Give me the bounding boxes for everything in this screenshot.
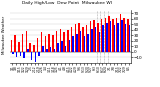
Bar (56, 31, 57, 52)
Bar (99, 32, 100, 52)
Bar (116, 18, 117, 52)
Bar (101, 19, 102, 52)
Bar (18, 42, 20, 52)
Bar (93, 20, 95, 52)
Bar (71, 27, 72, 52)
Bar (80, 31, 81, 52)
Bar (110, 21, 111, 52)
Text: Daily High/Low  Dew Point  Milwaukee WI: Daily High/Low Dew Point Milwaukee WI (22, 1, 112, 5)
Bar (129, 25, 130, 52)
Text: Milwaukee Weather: Milwaukee Weather (2, 16, 6, 54)
Bar (78, 23, 80, 52)
Bar (112, 19, 114, 52)
Bar (102, 25, 104, 52)
Bar (123, 18, 125, 52)
Bar (121, 20, 123, 52)
Bar (53, 49, 55, 52)
Bar (117, 23, 119, 52)
Bar (104, 18, 106, 52)
Bar (26, 31, 27, 52)
Bar (57, 43, 59, 52)
Bar (106, 23, 108, 52)
Bar (46, 49, 48, 52)
Bar (84, 36, 85, 52)
Bar (125, 24, 126, 52)
Bar (65, 46, 66, 52)
Bar (12, 52, 14, 54)
Bar (63, 32, 65, 52)
Bar (90, 21, 91, 52)
Bar (16, 52, 17, 57)
Bar (37, 38, 39, 52)
Bar (97, 23, 99, 52)
Bar (24, 52, 25, 58)
Bar (48, 34, 50, 52)
Bar (86, 25, 87, 52)
Bar (82, 27, 84, 52)
Bar (44, 36, 46, 52)
Bar (87, 34, 89, 52)
Bar (29, 43, 31, 52)
Bar (14, 35, 16, 52)
Bar (61, 41, 63, 52)
Bar (68, 40, 70, 52)
Bar (39, 52, 40, 56)
Bar (22, 34, 24, 52)
Bar (120, 14, 121, 52)
Bar (27, 49, 29, 52)
Bar (20, 52, 21, 56)
Bar (127, 19, 129, 52)
Bar (76, 34, 78, 52)
Bar (75, 24, 76, 52)
Bar (108, 16, 110, 52)
Bar (67, 30, 68, 52)
Bar (41, 32, 42, 52)
Bar (33, 45, 35, 52)
Bar (114, 25, 115, 52)
Bar (52, 35, 53, 52)
Bar (35, 52, 36, 62)
Bar (60, 29, 61, 52)
Bar (11, 40, 12, 52)
Bar (50, 47, 51, 52)
Bar (72, 36, 74, 52)
Bar (91, 29, 92, 52)
Bar (95, 27, 96, 52)
Bar (31, 52, 32, 60)
Bar (42, 46, 44, 52)
